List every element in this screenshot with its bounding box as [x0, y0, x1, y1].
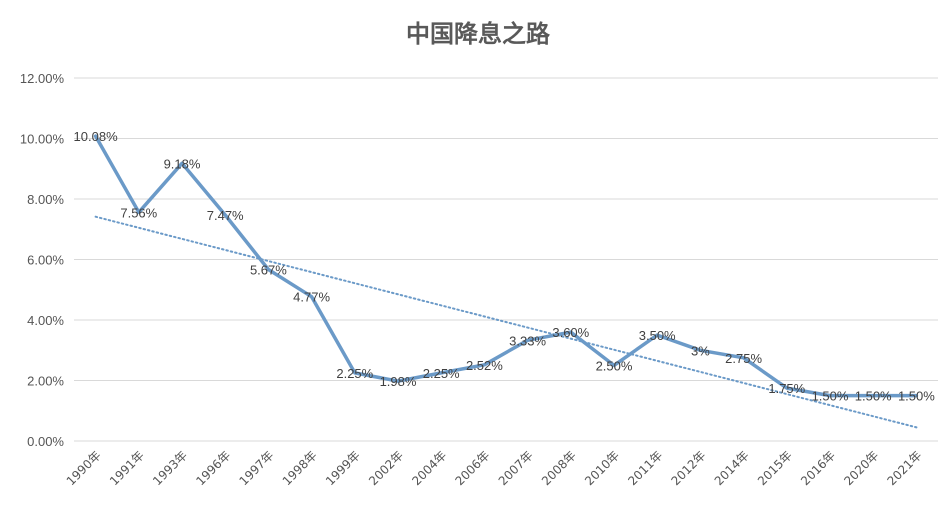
- data-label: 2.52%: [466, 358, 503, 373]
- x-tick-label: 2015年: [755, 448, 795, 488]
- x-tick-label: 2004年: [409, 448, 449, 488]
- x-tick-label: 2010年: [582, 448, 622, 488]
- x-tick-label: 1997年: [237, 448, 277, 488]
- trendline-line: [94, 215, 918, 429]
- y-axis-tick-labels: 0.00% 2.00% 4.00% 6.00% 8.00% 10.00% 12.00%: [20, 71, 65, 449]
- y-tick-label: 2.00%: [27, 374, 64, 389]
- data-label: 3.33%: [509, 333, 546, 348]
- y-tick-label: 4.00%: [27, 313, 64, 328]
- data-label: 1.75%: [768, 381, 805, 396]
- x-tick-label: 1999年: [323, 448, 363, 488]
- x-tick-label: 2002年: [366, 448, 406, 488]
- data-labels: 10.08% 7.56% 9.18% 7.47% 5.67% 4.77% 2.25% 1.98…: [74, 129, 936, 404]
- y-tick-label: 10.00%: [20, 132, 65, 147]
- data-label: 5.67%: [250, 262, 287, 277]
- data-label: 2.75%: [725, 351, 762, 366]
- y-tick-label: 0.00%: [27, 434, 64, 449]
- x-tick-label: 2008年: [539, 448, 579, 488]
- x-tick-label: 1996年: [193, 448, 233, 488]
- x-tick-label: 2020年: [841, 448, 881, 488]
- data-label: 2.25%: [336, 366, 373, 381]
- series-line-path: [93, 134, 919, 398]
- x-tick-label: 2021年: [885, 448, 925, 488]
- x-tick-label: 1990年: [64, 448, 104, 488]
- x-tick-label: 1991年: [107, 448, 147, 488]
- x-tick-label: 1993年: [150, 448, 190, 488]
- data-label: 1.50%: [812, 389, 849, 404]
- data-label: 9.18%: [164, 156, 201, 171]
- x-tick-label: 2016年: [798, 448, 838, 488]
- data-label: 1.98%: [380, 374, 417, 389]
- data-label: 7.47%: [207, 208, 244, 223]
- data-label: 7.56%: [120, 205, 157, 220]
- data-label: 3.50%: [639, 328, 676, 343]
- gridlines: [74, 77, 938, 442]
- data-label: 3.60%: [552, 325, 589, 340]
- y-tick-label: 6.00%: [27, 253, 64, 268]
- series-line: [93, 134, 919, 398]
- data-label: 10.08%: [74, 129, 119, 144]
- data-label: 1.50%: [855, 389, 892, 404]
- x-tick-label: 2012年: [669, 448, 709, 488]
- y-tick-label: 8.00%: [27, 192, 64, 207]
- y-tick-label: 12.00%: [20, 71, 65, 86]
- data-label: 4.77%: [293, 290, 330, 305]
- trendline: [94, 215, 918, 429]
- x-tick-label: 2006年: [453, 448, 493, 488]
- data-label: 2.25%: [423, 366, 460, 381]
- x-tick-label: 2007年: [496, 448, 536, 488]
- data-label: 2.50%: [596, 358, 633, 373]
- chart-title: 中国降息之路: [406, 20, 551, 48]
- x-tick-label: 2011年: [625, 448, 665, 488]
- data-label: 1.50%: [898, 389, 935, 404]
- x-tick-label: 1998年: [280, 448, 320, 488]
- x-axis-tick-labels: 1990年 1991年 1993年 1996年 1997年 1998年 1999年 2002年…: [64, 448, 925, 488]
- data-label: 3%: [691, 343, 710, 358]
- x-tick-label: 2014年: [712, 448, 752, 488]
